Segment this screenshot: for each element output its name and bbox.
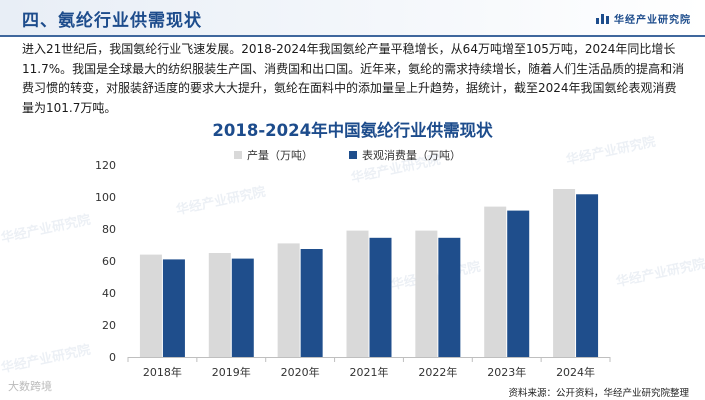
y-tick-label: 100 [95, 191, 116, 204]
x-tick-label: 2021年 [350, 365, 389, 379]
x-tick-label: 2024年 [556, 365, 595, 379]
bar-production [277, 243, 300, 357]
legend-swatch [234, 151, 242, 159]
section-title: 四、氨纶行业供需现状 [22, 11, 202, 31]
bar-production [484, 206, 507, 357]
brand: 华经产业研究院 [596, 11, 691, 26]
intro-paragraph: 进入21世纪后，我国氨纶行业飞速发展。2018-2024年我国氨纶产量平稳增长，… [22, 42, 685, 115]
x-tick-label: 2020年 [281, 365, 320, 379]
bar-consumption [369, 237, 392, 357]
y-tick-label: 120 [95, 159, 116, 172]
bar-consumption [231, 258, 254, 357]
chart-title: 2018-2024年中国氨纶行业供需现状 [212, 121, 493, 140]
bar-production [346, 230, 369, 357]
header-divider [0, 35, 705, 37]
legend-label: 产量（万吨） [247, 148, 313, 162]
bar-consumption [300, 249, 323, 357]
bar-production [139, 254, 162, 357]
y-tick-label: 20 [102, 319, 116, 332]
legend-label: 表观消费量（万吨） [362, 148, 461, 162]
y-tick-label: 0 [109, 351, 116, 364]
header-bar: 四、氨纶行业供需现状 华经产业研究院 [0, 0, 705, 35]
brand-logo-icon [596, 13, 609, 24]
stamp-text: 大数跨境 [8, 380, 52, 393]
x-tick-label: 2019年 [212, 365, 251, 379]
bar-consumption [576, 194, 599, 357]
y-tick-label: 80 [102, 223, 116, 236]
bar-production [415, 230, 438, 357]
bar-consumption [162, 259, 185, 357]
y-tick-label: 60 [102, 255, 116, 268]
x-tick-label: 2023年 [487, 365, 526, 379]
x-tick-label: 2022年 [418, 365, 457, 379]
legend-swatch [349, 151, 357, 159]
y-tick-label: 40 [102, 287, 116, 300]
x-tick-label: 2018年 [143, 365, 182, 379]
brand-name: 华经产业研究院 [614, 15, 691, 26]
bar-consumption [507, 210, 530, 357]
source-note: 资料来源：公开资料，华经产业研究院整理 [508, 388, 689, 399]
bar-consumption [438, 237, 461, 357]
bar-production [208, 253, 231, 357]
bar-production [553, 189, 576, 357]
